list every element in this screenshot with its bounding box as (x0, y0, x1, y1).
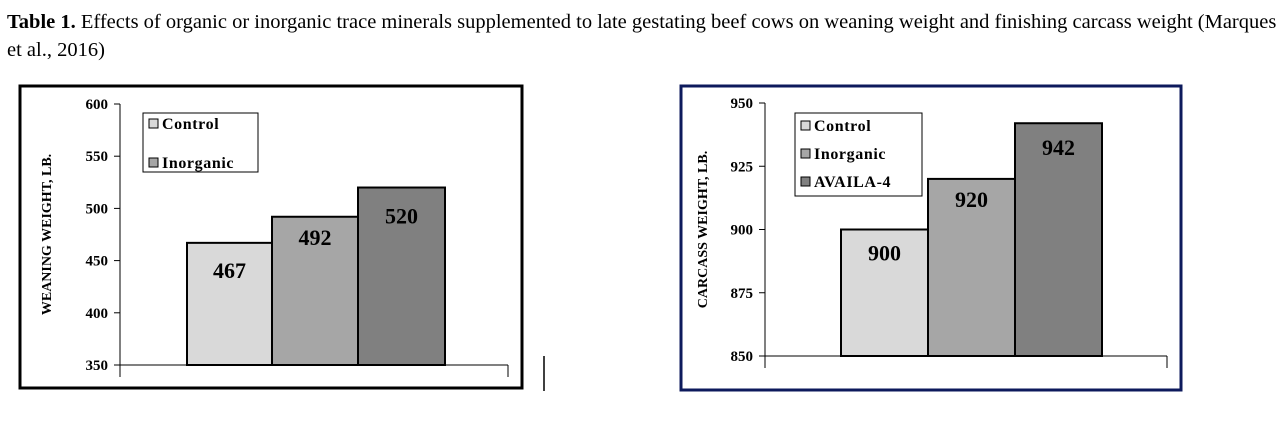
bar-1 (186, 241, 273, 367)
legend-entry: Inorganic (162, 155, 234, 172)
legend-swatch (800, 120, 811, 131)
legend-entry: Control (162, 116, 219, 133)
y-tick-label: 500 (86, 201, 109, 217)
table-caption: Table 1. Effects of organic or inorganic… (7, 8, 1277, 64)
y-axis-label: WEANING WEIGHT, LB. (40, 154, 55, 315)
y-tick-label: 925 (731, 159, 754, 175)
legend-entry: Inorganic (814, 146, 886, 163)
y-tick-label: 850 (731, 349, 754, 365)
bar-data-label: 492 (299, 225, 332, 250)
caption-text: Effects of organic or inorganic trace mi… (7, 11, 1277, 61)
chart-2: 850 875 900 925 950 CARCASS WEIGHT, LB. 900 920… (679, 84, 1183, 392)
y-tick-label: 900 (731, 223, 754, 239)
bar-1 (840, 228, 929, 357)
legend-entry: AVAILA-4 (814, 174, 891, 191)
bar-3 (357, 186, 446, 366)
bar-data-label: 942 (1042, 135, 1075, 160)
bar-data-label: 900 (868, 241, 901, 266)
bar-2 (927, 177, 1016, 357)
y-tick-label: 350 (86, 358, 109, 374)
bar-data-label: 520 (385, 204, 418, 229)
chart-1: 350 400 450 500 550 600 WEANING WEIGHT, LB. 467… (18, 84, 545, 391)
legend-swatch (800, 176, 811, 187)
caption-label: Table 1. (7, 11, 76, 33)
bar-3 (1014, 122, 1103, 357)
legend-entry: Control (814, 118, 871, 135)
bar-data-label: 920 (955, 187, 988, 212)
y-tick-label: 950 (731, 96, 754, 112)
legend-swatch (800, 148, 811, 159)
y-tick-label: 875 (731, 286, 754, 302)
y-tick-label: 600 (86, 97, 109, 113)
y-axis-label: CARCASS WEIGHT, LB. (696, 151, 711, 308)
y-tick-label: 450 (86, 254, 109, 270)
y-tick-label: 550 (86, 149, 109, 165)
y-tick-label: 400 (86, 306, 109, 322)
bar-data-label: 467 (213, 258, 246, 283)
chart-frame (18, 84, 524, 390)
legend-swatch (148, 157, 159, 168)
legend (794, 112, 923, 197)
legend-swatch (148, 118, 159, 129)
legend (142, 112, 259, 173)
chart-frame (679, 84, 1183, 392)
